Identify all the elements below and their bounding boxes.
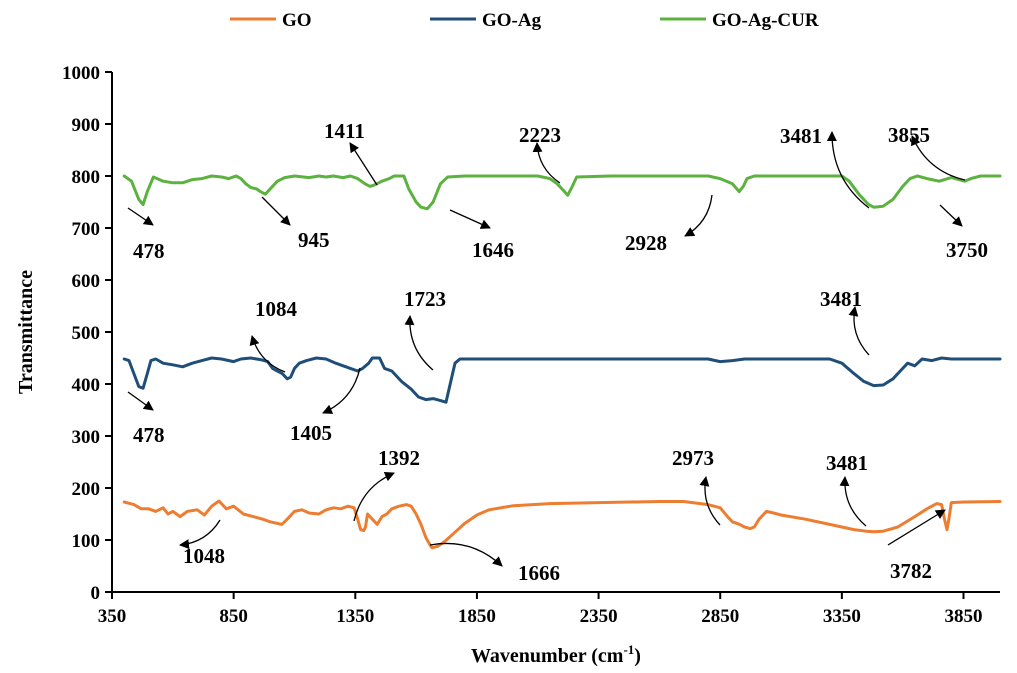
annotation-arrow-3481 <box>826 131 870 209</box>
annotation-arrow-1723 <box>404 315 434 371</box>
y-axis-ticks: 0 100 200 300 400 500 600 700 800 900 1000 <box>62 63 112 604</box>
annotation-label-478: 478 <box>133 239 165 263</box>
x-axis-ticks: 350 850 1350 1850 2350 2850 3350 3850 <box>98 592 983 627</box>
y-tick-label: 300 <box>72 427 101 448</box>
annotation-arrow-3481 <box>848 306 870 356</box>
annotation-label-1392: 1392 <box>378 446 420 470</box>
y-tick-label: 0 <box>91 583 101 604</box>
annotation-arrow-1084 <box>249 335 286 373</box>
annotation-label-1723: 1723 <box>404 287 446 311</box>
x-tick-label: 3350 <box>823 606 861 627</box>
annotation-label-478: 478 <box>133 423 165 447</box>
y-tick-label: 100 <box>72 531 101 552</box>
annotation-label-3481: 3481 <box>826 451 868 475</box>
annotation-arrow-3782 <box>887 509 946 546</box>
annotation-label-2973: 2973 <box>672 446 714 470</box>
y-tick-label: 400 <box>72 375 101 396</box>
annotation-label-3855: 3855 <box>888 123 930 147</box>
x-axis-title-suffix: ) <box>634 645 641 667</box>
y-tick-label: 700 <box>72 219 101 240</box>
annotation-arrow-3750 <box>939 204 963 227</box>
x-tick-label: 3850 <box>945 606 983 627</box>
annotation-label-3750: 3750 <box>946 238 988 262</box>
y-tick-label: 1000 <box>62 63 100 84</box>
annotation-arrow-2973 <box>699 476 721 526</box>
x-tick-label: 2350 <box>580 606 618 627</box>
annotation-arrow-1666 <box>429 542 503 567</box>
y-tick-label: 200 <box>72 479 101 500</box>
series-line-go <box>122 499 1002 550</box>
y-tick-label: 900 <box>72 115 101 136</box>
annotation-label-1666: 1666 <box>518 561 560 585</box>
annotation-label-1084: 1084 <box>255 297 298 321</box>
annotation-arrow-2928 <box>684 194 713 237</box>
legend-label-go: GO <box>282 10 312 31</box>
x-tick-label: 2850 <box>701 606 739 627</box>
annotation-label-3481: 3481 <box>820 287 862 311</box>
annotation-label-1411: 1411 <box>324 119 365 143</box>
annotation-arrow-1411 <box>349 142 378 186</box>
annotation-label-1405: 1405 <box>290 421 332 445</box>
annotation-arrow-478 <box>127 391 154 411</box>
annotation-label-3782: 3782 <box>890 559 932 583</box>
annotation-label-3481: 3481 <box>780 124 822 148</box>
annotation-arrow-1048 <box>179 519 221 550</box>
series-line-go-ag <box>122 356 1002 404</box>
series-line-go-ag-cur <box>122 174 1002 211</box>
y-tick-label: 500 <box>72 323 101 344</box>
legend-label-go-ag: GO-Ag <box>482 10 542 31</box>
annotation-label-1646: 1646 <box>472 238 514 262</box>
annotation-label-2223: 2223 <box>519 123 561 147</box>
peak-annotations: 478 945 1411 1646 2223 2928 3481 3855 3750 1084 47… <box>127 119 988 585</box>
annotation-label-2928: 2928 <box>625 231 667 255</box>
y-axis-title: Transmittance <box>15 270 37 394</box>
x-axis-title-main: Wavenumber (cm <box>471 645 624 667</box>
plot-series <box>122 174 1002 550</box>
annotation-arrow-1646 <box>449 209 491 229</box>
x-tick-label: 1350 <box>336 606 374 627</box>
annotation-arrow-478 <box>127 207 154 226</box>
y-tick-label: 600 <box>72 271 101 292</box>
legend: GO GO-Ag GO-Ag-CUR <box>230 10 819 31</box>
annotation-label-1048: 1048 <box>183 544 225 568</box>
annotation-arrow-2223 <box>532 142 561 184</box>
annotation-arrow-3481 <box>839 476 867 527</box>
legend-label-go-ag-cur: GO-Ag-CUR <box>712 10 819 31</box>
annotation-arrow-1405 <box>322 367 361 414</box>
x-tick-label: 350 <box>98 606 127 627</box>
x-axis-title: Wavenumber (cm-1) <box>471 642 641 667</box>
annotation-arrow-1392 <box>353 472 395 522</box>
y-tick-label: 800 <box>72 167 101 188</box>
annotation-arrow-945 <box>261 196 291 226</box>
x-tick-label: 1850 <box>458 606 496 627</box>
x-tick-label: 850 <box>219 606 248 627</box>
annotation-arrow-3855 <box>911 135 966 181</box>
x-axis-title-superscript: -1 <box>623 642 634 657</box>
annotation-label-945: 945 <box>298 228 330 252</box>
